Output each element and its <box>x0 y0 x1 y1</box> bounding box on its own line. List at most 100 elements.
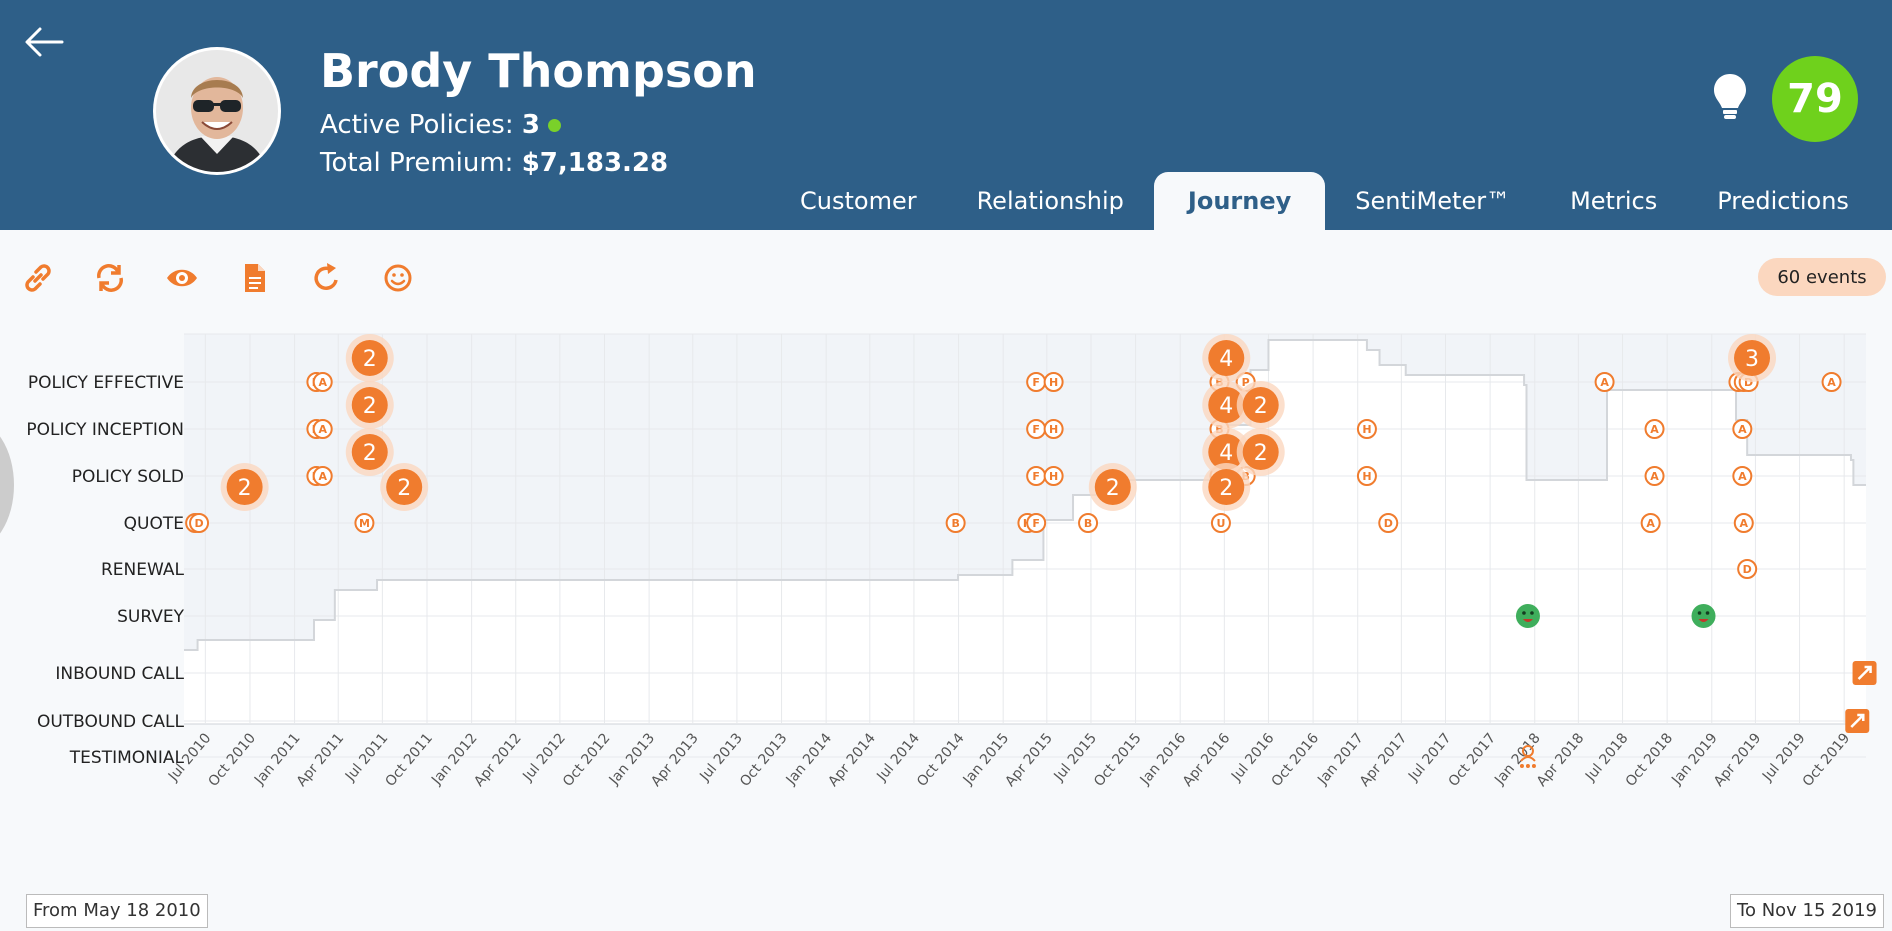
row-label: RENEWAL <box>101 560 185 580</box>
x-tick-label: Oct 2016 <box>1269 730 1323 790</box>
event-marker <box>1594 372 1615 392</box>
x-tick-label: Oct 2014 <box>914 730 968 790</box>
survey-face-eye <box>1522 611 1526 615</box>
eye-icon[interactable] <box>164 260 200 296</box>
event-marker <box>1644 419 1665 439</box>
event-marker-letter: F <box>1032 517 1040 530</box>
event-marker-letter: D <box>1384 517 1393 530</box>
cluster-count: 2 <box>363 394 377 419</box>
tab-journey[interactable]: Journey <box>1153 172 1326 230</box>
event-marker <box>354 513 375 533</box>
tab-customer[interactable]: Customer <box>800 187 917 215</box>
event-marker <box>1043 372 1064 392</box>
event-marker <box>1356 466 1377 486</box>
testimonial-icon-body <box>1520 756 1536 762</box>
active-policies-label: Active Policies: <box>320 110 514 140</box>
active-policies: Active Policies: 3 <box>320 110 561 140</box>
event-marker-letter: A <box>318 376 327 389</box>
x-tick-label: Oct 2019 <box>1800 730 1854 790</box>
x-tick-label: Oct 2015 <box>1091 730 1145 790</box>
event-marker-letter: A <box>318 470 327 483</box>
event-marker-letter: A <box>1600 376 1609 389</box>
cluster-bubble <box>351 340 388 376</box>
smiley-icon[interactable] <box>380 260 416 296</box>
cluster-bubble <box>1208 340 1245 376</box>
event-marker-letter: A <box>1650 423 1659 436</box>
event-marker <box>1733 513 1754 533</box>
event-marker <box>945 513 966 533</box>
cluster-bubble <box>1208 434 1245 470</box>
cluster-count: 2 <box>363 347 377 372</box>
event-marker <box>189 513 210 533</box>
sync-icon[interactable] <box>92 260 128 296</box>
event-marker <box>1356 419 1377 439</box>
event-marker-letter: A <box>1738 423 1747 436</box>
row-label: INBOUND CALL <box>55 664 184 684</box>
event-marker-letter: H <box>1362 470 1371 483</box>
event-marker <box>312 372 333 392</box>
survey-face-eye <box>1530 611 1534 615</box>
cluster-bubble <box>1094 469 1131 505</box>
survey-face-icon <box>1691 604 1716 628</box>
event-marker-letter: D <box>194 517 203 530</box>
document-icon[interactable] <box>236 260 272 296</box>
tab-metrics[interactable]: Metrics <box>1570 187 1658 215</box>
event-marker <box>1640 513 1661 533</box>
tab-predictions[interactable]: Predictions <box>1717 187 1849 215</box>
testimonial-star <box>1519 764 1524 768</box>
event-marker <box>1043 466 1064 486</box>
event-marker-letter: H <box>1049 376 1058 389</box>
journey-toolbar <box>20 260 416 296</box>
link-icon[interactable] <box>20 260 56 296</box>
cluster-bubble <box>1242 387 1279 423</box>
event-marker-letter: M <box>359 517 370 530</box>
profile-header: Brody Thompson Active Policies: 3 Total … <box>0 0 1892 230</box>
total-premium: Total Premium: $7,183.28 <box>320 148 668 178</box>
to-date-field[interactable]: To Nov 15 2019 <box>1730 894 1884 928</box>
outbound-call-icon-arrow <box>1850 713 1865 728</box>
testimonial-star <box>1531 764 1536 768</box>
event-marker-letter: D <box>1743 563 1752 576</box>
event-marker <box>1043 419 1064 439</box>
lightbulb-icon[interactable] <box>1712 72 1748 122</box>
event-marker-letter: H <box>1049 470 1058 483</box>
event-marker-letter: B <box>951 517 959 530</box>
trend-line <box>184 339 1866 651</box>
back-arrow-icon[interactable] <box>22 22 66 62</box>
row-label: POLICY EFFECTIVE <box>28 373 184 393</box>
event-marker <box>1732 466 1753 486</box>
event-marker <box>1737 559 1758 579</box>
row-label: QUOTE <box>124 514 184 534</box>
total-premium-value: $7,183.28 <box>521 148 669 178</box>
cluster-count: 2 <box>363 441 377 466</box>
from-date-field[interactable]: From May 18 2010 <box>26 894 208 928</box>
tab-sentimeter[interactable]: SentiMeter™ <box>1355 187 1511 215</box>
event-marker <box>1644 466 1665 486</box>
event-marker-letter: A <box>318 423 327 436</box>
cluster-bubble <box>1734 340 1771 376</box>
refresh-icon[interactable] <box>308 260 344 296</box>
survey-face-mouth <box>1522 619 1533 622</box>
x-tick-label: Oct 2017 <box>1446 730 1500 790</box>
event-marker-letter: F <box>1032 376 1040 389</box>
cluster-bubble <box>1242 434 1279 470</box>
total-premium-label: Total Premium: <box>320 148 514 178</box>
event-marker-letter: A <box>1650 470 1659 483</box>
event-marker-letter: U <box>1216 517 1225 530</box>
event-marker-letter: A <box>1738 470 1747 483</box>
cluster-count: 4 <box>1219 394 1233 419</box>
row-label: TESTIMONIAL <box>69 748 185 768</box>
x-tick-label: Oct 2010 <box>205 730 259 790</box>
event-marker-letter: P <box>1242 376 1250 389</box>
customer-name: Brody Thompson <box>320 44 757 98</box>
cluster-count: 4 <box>1219 347 1233 372</box>
score-badge: 79 <box>1772 56 1858 142</box>
row-label: SURVEY <box>117 607 184 627</box>
tab-relationship[interactable]: Relationship <box>976 187 1124 215</box>
event-marker <box>1078 513 1099 533</box>
cluster-count: 2 <box>238 476 252 501</box>
event-marker-letter: D <box>1744 376 1753 389</box>
cluster-count: 2 <box>1106 476 1120 501</box>
active-status-dot <box>547 119 561 132</box>
